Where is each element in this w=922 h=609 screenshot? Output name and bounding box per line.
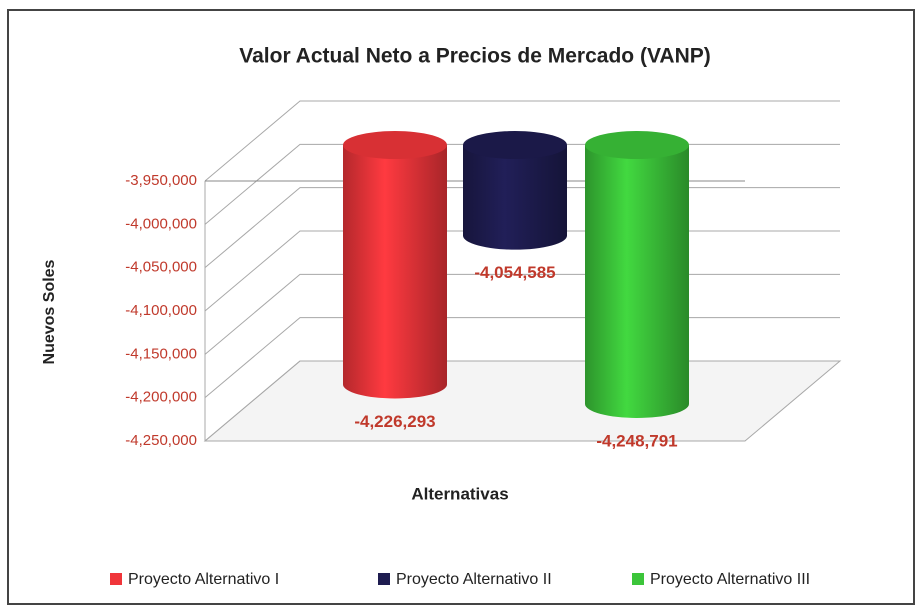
data-label: -4,248,791 — [596, 431, 677, 450]
legend-label: Proyecto Alternativo II — [396, 571, 552, 588]
bar-top — [585, 131, 689, 159]
x-axis-label: Alternativas — [411, 484, 508, 503]
chart-title: Valor Actual Neto a Precios de Mercado (… — [239, 45, 710, 68]
grid-line — [204, 100, 840, 182]
y-tick-label: -4,200,000 — [125, 389, 197, 406]
legend-label: Proyecto Alternativo I — [128, 571, 279, 588]
data-label: -4,054,585 — [474, 263, 555, 282]
legend-swatch — [378, 573, 390, 585]
legend-swatch — [632, 573, 644, 585]
y-tick-label: -4,150,000 — [125, 345, 197, 362]
legend-swatch — [110, 573, 122, 585]
bar — [343, 145, 448, 399]
y-tick-label: -4,000,000 — [125, 215, 197, 232]
bar — [463, 145, 567, 250]
y-tick-label: -4,250,000 — [125, 432, 197, 449]
y-tick-label: -4,100,000 — [125, 302, 197, 319]
bar-top — [343, 131, 447, 159]
data-label: -4,226,293 — [354, 412, 435, 431]
y-tick-label: -3,950,000 — [125, 172, 197, 189]
legend-label: Proyecto Alternativo III — [650, 571, 810, 588]
y-axis-label: Nuevos Soles — [41, 259, 58, 364]
bar — [585, 145, 689, 418]
chart-frame — [7, 9, 915, 605]
y-tick-label: -4,050,000 — [125, 259, 197, 276]
bar-top — [463, 131, 567, 159]
floor — [203, 360, 842, 442]
